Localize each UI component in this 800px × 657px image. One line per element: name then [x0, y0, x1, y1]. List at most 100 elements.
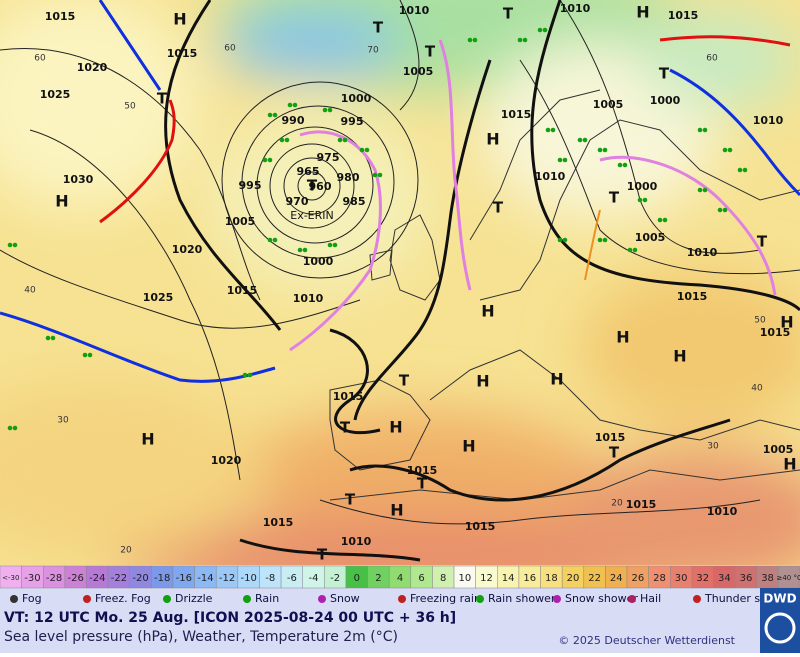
- legend-icon: [398, 595, 406, 603]
- rain-dot: [637, 197, 643, 203]
- pressure-label: 1015: [465, 520, 496, 533]
- legend-label: Snow: [330, 592, 360, 605]
- low-center: T: [609, 189, 620, 207]
- scale-label: 30: [675, 573, 688, 584]
- rain-dot: [12, 242, 18, 248]
- scale-label: -14: [197, 573, 213, 584]
- scale-label: 20: [567, 573, 580, 584]
- rain-dot: [267, 112, 273, 118]
- pressure-label: 1010: [293, 292, 324, 305]
- rain-dot: [597, 237, 603, 243]
- legend-icon: [10, 595, 18, 603]
- rain-dot: [632, 247, 638, 253]
- low-center: T: [757, 233, 768, 251]
- rain-dot: [742, 167, 748, 173]
- pressure-label: 1005: [635, 231, 666, 244]
- rain-dot: [517, 37, 523, 43]
- rain-dot: [602, 237, 608, 243]
- rain-dot: [577, 137, 583, 143]
- scale-label: -28: [46, 573, 62, 584]
- pressure-label: 1000: [650, 94, 681, 107]
- pressure-label: 1010: [535, 170, 566, 183]
- low-center: T: [399, 372, 410, 390]
- scale-label: 36: [740, 573, 753, 584]
- low-center: T: [157, 90, 168, 108]
- rain-dot: [722, 147, 728, 153]
- pressure-label: 1010: [687, 246, 718, 259]
- high-center: H: [390, 501, 403, 520]
- pressure-label: 1015: [760, 326, 791, 339]
- pressure-label: 1015: [333, 390, 364, 403]
- scale-label: -22: [111, 573, 127, 584]
- pressure-label: 1020: [172, 243, 203, 256]
- rain-dot: [702, 187, 708, 193]
- low-center: T: [659, 65, 670, 83]
- pressure-label: 1010: [399, 4, 430, 17]
- rain-dot: [337, 137, 343, 143]
- scale-label: 24: [610, 573, 623, 584]
- copyright: © 2025 Deutscher Wetterdienst: [558, 634, 735, 647]
- logo: DWD: [763, 592, 796, 606]
- latitude-label: 70: [367, 46, 379, 56]
- rain-dot: [642, 197, 648, 203]
- rain-dot: [737, 167, 743, 173]
- pressure-label: 1020: [211, 454, 242, 467]
- legend-icon: [318, 595, 326, 603]
- pressure-label: 1005: [593, 98, 624, 111]
- rain-dot: [302, 247, 308, 253]
- pressure-label: 1015: [263, 516, 294, 529]
- rain-dot: [262, 157, 268, 163]
- valid-time: VT: 12 UTC Mo. 25 Aug. [ICON 2025-08-24 …: [4, 610, 456, 626]
- legend-label: Drizzle: [175, 592, 213, 605]
- rain-dot: [82, 352, 88, 358]
- pressure-label: 1010: [341, 535, 372, 548]
- scale-label: 16: [523, 573, 536, 584]
- pressure-label: 975: [317, 151, 340, 164]
- high-center: H: [389, 418, 402, 437]
- rain-dot: [242, 372, 248, 378]
- latitude-label: 20: [120, 546, 132, 556]
- scale-label: -30: [24, 573, 40, 584]
- scale-label: 22: [588, 573, 601, 584]
- rain-dot: [327, 242, 333, 248]
- pressure-label: 1010: [707, 505, 738, 518]
- high-center: H: [616, 328, 629, 347]
- high-center: H: [673, 347, 686, 366]
- rain-dot: [364, 147, 370, 153]
- pressure-label: 990: [282, 114, 305, 127]
- pressure-label: 1000: [303, 255, 334, 268]
- high-center: H: [783, 455, 796, 474]
- legend: <-30 -30 -28 -26 -24 -22 -20 -18 -16 -14 -12 -10 -8-…: [0, 565, 800, 653]
- rain-dot: [372, 172, 378, 178]
- weather-symbols: [7, 27, 748, 431]
- legend-icon: [243, 595, 251, 603]
- rain-dot: [247, 372, 253, 378]
- rain-dot: [657, 217, 663, 223]
- pressure-label: 1015: [595, 431, 626, 444]
- pressure-label: 1015: [501, 108, 532, 121]
- pressure-label: 1015: [668, 9, 699, 22]
- fronts: [0, 0, 800, 383]
- legend-label: Fog: [22, 592, 42, 605]
- scale-label: 4: [397, 573, 403, 584]
- rain-dot: [697, 187, 703, 193]
- scale-label: -18: [154, 573, 170, 584]
- rain-dot: [272, 112, 278, 118]
- pressure-label: 985: [343, 195, 366, 208]
- pressure-label: 1025: [40, 88, 71, 101]
- latitude-label: 50: [124, 102, 136, 112]
- legend-label: Hail: [640, 592, 661, 605]
- scale-label: -8: [265, 573, 275, 584]
- map: 1015 1020 1025 1030 1015 1020 1025 1015 1005 995 9…: [0, 0, 800, 565]
- scale-label: 2: [375, 573, 381, 584]
- low-center: T: [609, 444, 620, 462]
- scale-label: 8: [440, 573, 446, 584]
- rain-dot: [359, 147, 365, 153]
- rain-dot: [537, 27, 543, 33]
- latitude-label: 40: [24, 286, 36, 296]
- rain-dot: [327, 107, 333, 113]
- rain-dot: [377, 172, 383, 178]
- rain-dot: [7, 242, 13, 248]
- rain-dot: [267, 237, 273, 243]
- rain-dot: [557, 157, 563, 163]
